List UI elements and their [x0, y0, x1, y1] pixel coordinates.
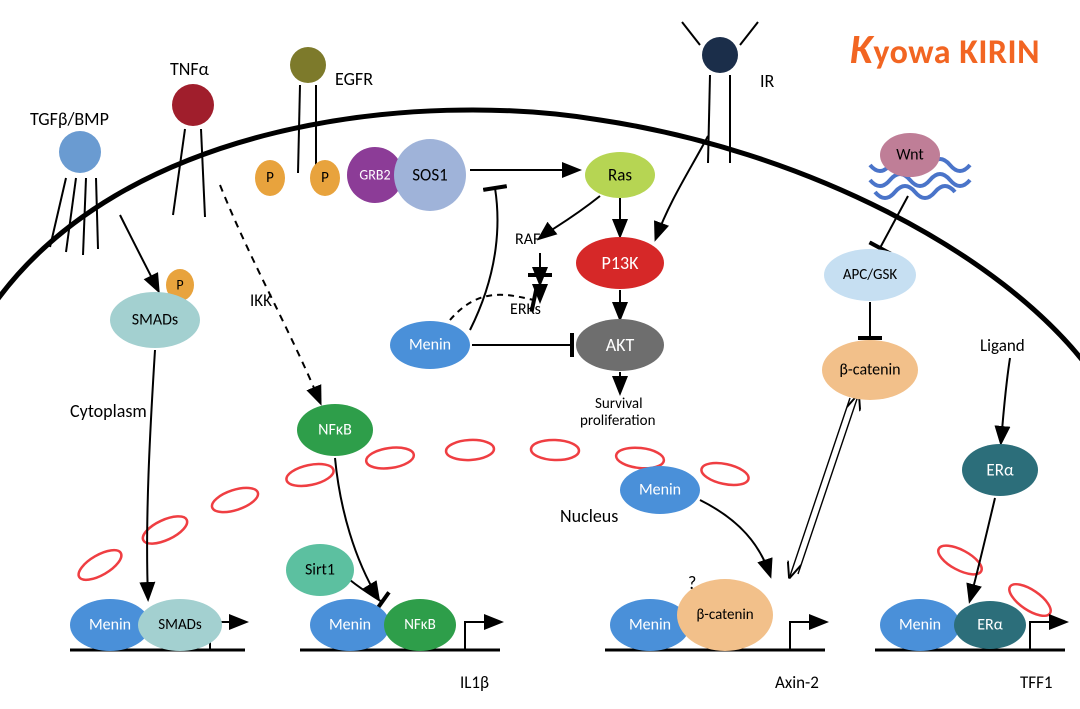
node-label-p13k: P13K	[602, 252, 640, 274]
node-label-wnt: Wnt	[896, 146, 924, 165]
promoter-arrow	[790, 622, 825, 650]
node-label-ras: Ras	[608, 165, 632, 186]
label: IL1β	[460, 672, 489, 693]
edge	[656, 136, 708, 238]
node-label-sos1: SOS1	[412, 165, 448, 186]
edge	[700, 500, 770, 575]
node-label-meninD: Menin	[899, 616, 941, 635]
node-label-era1: ERα	[986, 460, 1014, 481]
label: Ligand	[980, 335, 1025, 356]
edge	[350, 580, 382, 602]
edge	[798, 396, 858, 574]
nuclear-pore	[699, 459, 750, 489]
edge	[970, 498, 995, 600]
label: RAF	[515, 230, 540, 249]
edge	[1001, 358, 1010, 442]
node-label-p3: P	[176, 277, 183, 294]
label: EGFR	[335, 68, 373, 90]
node-label-meninC: Menin	[629, 616, 671, 635]
logo-k: K	[850, 24, 873, 75]
label: Survival	[595, 395, 643, 413]
node-label-grb2: GRB2	[359, 167, 390, 184]
logo-rest: yowa	[873, 32, 959, 73]
promoter-arrow	[1030, 622, 1065, 650]
nuclear-pore	[531, 439, 580, 461]
edge	[120, 215, 158, 290]
node-label-eraD: ERα	[977, 616, 1003, 635]
node-label-menin1: Menin	[409, 336, 451, 355]
label: TNFα	[170, 58, 209, 80]
pathway-svg: Wnt P P GRB2 SOS1 Ras P13K AKT Menin P SMADs NFκB AP…	[0, 0, 1080, 709]
label: ERKs	[510, 300, 541, 319]
node-tnfa	[172, 84, 214, 126]
nuclear-pore	[446, 439, 495, 461]
node-label-nfkbB: NFκB	[404, 616, 436, 634]
label: IKK	[250, 290, 272, 311]
nuclear-pore	[74, 544, 126, 585]
label: Axin-2	[775, 672, 819, 693]
node-label-akt: AKT	[606, 334, 635, 356]
promoter-arrow	[465, 622, 500, 650]
node-tgfb	[59, 131, 101, 173]
node-label-bcat1: β-catenin	[839, 361, 900, 380]
label: proliferation	[580, 412, 655, 430]
node-label-p2: P	[321, 169, 329, 187]
nuclear-pore	[934, 540, 986, 580]
label: Nucleus	[560, 505, 618, 527]
nuclear-pore	[209, 483, 261, 517]
node-label-sirt1: Sirt1	[305, 561, 335, 580]
node-label-smadsA: SMADs	[158, 616, 202, 634]
label: IR	[760, 70, 774, 92]
node-label-nfkb1: NFκB	[318, 421, 352, 440]
node-egfr	[290, 47, 326, 83]
label: TFF1	[1020, 672, 1053, 693]
logo-kirin: KIRIN	[959, 32, 1040, 73]
nuclear-pore	[284, 460, 335, 490]
label: ?	[688, 572, 696, 594]
edge	[540, 196, 600, 238]
node-label-p1: P	[266, 169, 274, 187]
edge	[470, 188, 497, 330]
logo: Kyowa KIRIN	[850, 24, 1040, 75]
nuclear-pore	[365, 445, 415, 471]
edge	[790, 398, 850, 576]
node-label-smads1: SMADs	[132, 311, 178, 330]
node-label-menin2: Menin	[639, 481, 681, 500]
node-label-apc: APC/GSK	[843, 266, 898, 284]
edge	[147, 350, 155, 598]
label: TGFβ/BMP	[30, 108, 109, 130]
label: Cytoplasm	[70, 400, 147, 422]
node-ir	[702, 37, 738, 73]
node-label-meninA: Menin	[89, 616, 131, 635]
node-label-meninB: Menin	[329, 616, 371, 635]
node-label-bcatC: β-catenin	[696, 606, 753, 624]
